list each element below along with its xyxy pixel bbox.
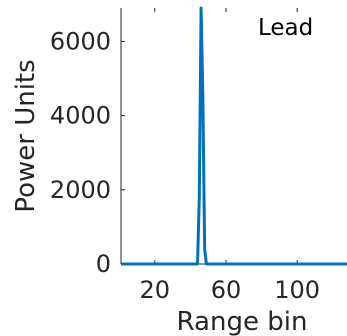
series-layer xyxy=(121,6,347,266)
x-axis-title: Range bin xyxy=(177,307,308,336)
y-tick-label: 4000 xyxy=(50,102,111,130)
y-tick-label: 6000 xyxy=(50,27,111,55)
y-axis-ticks: 0 2000 4000 6000 xyxy=(50,27,125,278)
x-tick-label: 100 xyxy=(274,276,320,304)
x-tick-label: 20 xyxy=(140,276,171,304)
legend-entry-lead: Lead xyxy=(258,15,313,41)
y-axis-title: Power Units xyxy=(11,59,41,212)
x-axis-ticks: 20 60 100 xyxy=(140,8,320,304)
y-tick-label: 0 xyxy=(96,250,111,278)
y-tick-label: 2000 xyxy=(50,176,111,204)
x-tick-label: 60 xyxy=(211,276,242,304)
series-line-lead xyxy=(121,6,347,266)
